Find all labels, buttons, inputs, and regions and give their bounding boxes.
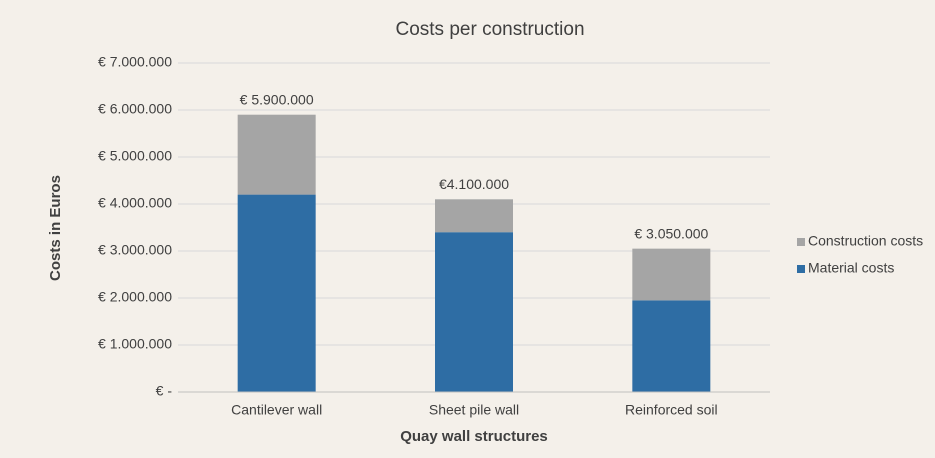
chart-title: Costs per construction bbox=[395, 19, 584, 40]
y-tick-label: € 3.000.000 bbox=[98, 242, 172, 258]
y-tick-label: € 1.000.000 bbox=[98, 336, 172, 352]
legend-label: Construction costs bbox=[808, 233, 923, 249]
y-tick-label: € 6.000.000 bbox=[98, 101, 172, 117]
y-tick-label: € 5.000.000 bbox=[98, 148, 172, 164]
legend-label: Material costs bbox=[808, 260, 894, 276]
x-tick-label: Sheet pile wall bbox=[429, 402, 519, 418]
y-tick-label: € 4.000.000 bbox=[98, 195, 172, 211]
total-label: €4.100.000 bbox=[439, 176, 509, 192]
bar-segment bbox=[632, 300, 711, 392]
bar-segment bbox=[237, 194, 316, 392]
bar-segment bbox=[632, 248, 711, 301]
y-tick-label: € 2.000.000 bbox=[98, 289, 172, 305]
bar-segment bbox=[237, 114, 316, 195]
bar-segment bbox=[435, 232, 513, 392]
bar-segment bbox=[435, 199, 513, 233]
legend-swatch bbox=[797, 238, 805, 246]
legend-swatch bbox=[797, 265, 805, 273]
y-tick-label: € 7.000.000 bbox=[98, 54, 172, 70]
total-label: € 3.050.000 bbox=[634, 225, 708, 241]
total-label: € 5.900.000 bbox=[240, 91, 314, 107]
x-tick-label: Reinforced soil bbox=[625, 402, 718, 418]
x-tick-label: Cantilever wall bbox=[231, 402, 322, 418]
y-tick-label: € - bbox=[156, 383, 173, 399]
y-axis-title: Costs in Euros bbox=[47, 175, 64, 281]
x-axis-title: Quay wall structures bbox=[400, 428, 548, 445]
